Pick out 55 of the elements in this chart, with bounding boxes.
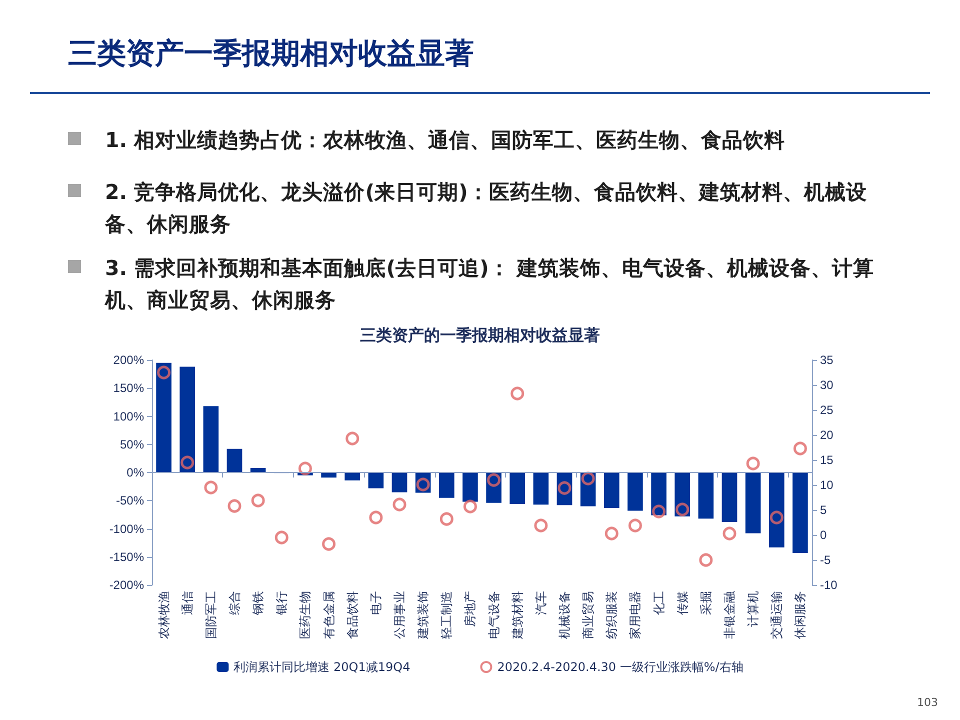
- x-tick-label: 轻工制造: [440, 591, 454, 639]
- y-tick-label: -100%: [109, 522, 144, 536]
- chart-title: 三类资产一季报期相对收益显著: [68, 35, 474, 72]
- y2-tick-label: 20: [820, 428, 834, 442]
- x-tick-label: 钢铁: [251, 591, 266, 616]
- x-tick-label: 房地产: [463, 591, 478, 627]
- y2-tick-label: 30: [820, 378, 834, 392]
- text: 103: [917, 696, 938, 709]
- x-tick-label: 纺织服装: [604, 591, 619, 639]
- y2-tick-label: 5: [820, 503, 827, 517]
- y-tick-label: -50%: [116, 494, 144, 508]
- x-tick-label: 非银金融: [722, 591, 736, 639]
- x-tick-label: 电子: [368, 591, 383, 615]
- x-tick-label: 银行: [274, 591, 289, 616]
- x-tick-label: 综合: [228, 591, 242, 615]
- y2-tick-label: -10: [820, 578, 838, 592]
- x-tick-label: 商业贸易: [581, 591, 596, 639]
- y-tick-label: -150%: [109, 550, 144, 564]
- text: 3. 需求回补预期和基本面触底(去日可追)： 建筑装饰、电气设备、机械设备、计算机、商业贸易、休闲服务: [105, 255, 876, 314]
- x-tick-label: 机械设备: [558, 591, 572, 639]
- y2-tick-label: 0: [820, 528, 827, 542]
- x-tick-label: 休闲服务: [793, 591, 808, 639]
- x-tick-label: 传媒: [675, 591, 690, 615]
- x-tick-label: 交通运输: [770, 591, 784, 639]
- legend-label: 利润累计同比增速 20Q1减19Q4: [234, 660, 410, 674]
- x-tick-label: 国防军工: [204, 591, 218, 639]
- x-tick-label: 家用电器: [628, 591, 642, 639]
- x-tick-label: 化工: [652, 591, 666, 615]
- x-tick-label: 汽车: [534, 591, 548, 615]
- text: 2. 竞争格局优化、龙头溢价(来日可期)：医药生物、食品饮料、建筑材料、机械设备、休闲服务: [105, 179, 868, 238]
- x-tick-label: 有色金属: [322, 591, 336, 639]
- x-tick-label: 电气设备: [486, 591, 501, 639]
- y2-tick-label: 25: [820, 403, 834, 417]
- x-tick-label: 通信: [180, 591, 194, 615]
- y2-tick-label: 35: [820, 353, 834, 367]
- x-tick-label: 医药生物: [298, 591, 312, 639]
- y2-tick-label: 10: [820, 478, 834, 492]
- y-tick-label: -200%: [109, 578, 144, 592]
- y-tick-label: 100%: [113, 409, 144, 424]
- x-tick-label: 建筑材料: [510, 591, 524, 640]
- y2-tick-label: 15: [820, 453, 834, 467]
- y2-tick-label: -5: [820, 553, 831, 567]
- x-tick-label: 建筑装饰: [416, 591, 430, 640]
- x-tick-label: 农林牧渔: [156, 591, 171, 639]
- y-tick-label: 150%: [113, 381, 144, 396]
- y-tick-label: 0%: [126, 466, 144, 480]
- x-tick-label: 采掘: [698, 591, 713, 615]
- y-tick-label: 50%: [120, 437, 144, 452]
- x-tick-label: 食品饮料: [345, 591, 360, 639]
- legend-label: 2020.2.4-2020.4.30 一级行业涨跌幅%/右轴: [497, 660, 744, 674]
- chart-subtitle: 三类资产的一季报期相对收益显著: [360, 326, 600, 344]
- y-tick-label: 200%: [113, 353, 144, 367]
- x-tick-label: 计算机: [746, 591, 760, 627]
- text: 1. 相对业绩趋势占优：农林牧渔、通信、国防军工、医药生物、食品饮料: [105, 127, 786, 154]
- x-tick-label: 公用事业: [392, 591, 406, 639]
